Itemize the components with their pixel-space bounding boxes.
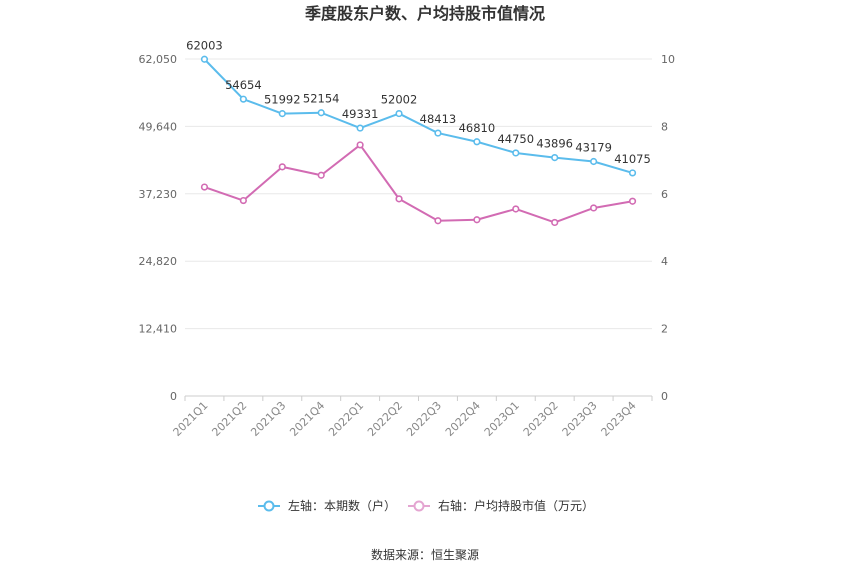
data-label: 54654 [225,78,262,92]
left-tick-label: 62,050 [139,53,178,66]
legend-right-marker [413,500,425,512]
data-label: 62003 [186,38,223,52]
x-tick-label: 2023Q4 [599,399,639,439]
legend: 左轴：本期数（户） 右轴：户均持股市值（万元） [258,498,594,513]
data-label: 41075 [614,152,651,166]
x-tick-label: 2021Q1 [171,399,211,439]
x-tick-label: 2023Q1 [482,399,522,439]
series-2-point [200,183,209,191]
series-1-point [434,129,442,137]
series-1-point [512,149,520,157]
series-2-point [278,163,286,171]
series-1-point [551,153,559,162]
data-label: 43896 [536,137,573,151]
legend-item-left[interactable]: 左轴：本期数（户） [258,498,396,513]
data-label: 51992 [264,93,301,107]
series-2-point [239,196,247,205]
left-tick-label: 49,640 [139,120,178,133]
series-line-1 [203,58,633,174]
x-tick-label: 2022Q3 [404,399,444,439]
left-tick-label: 24,820 [139,255,178,268]
source-text: 数据来源：恒生聚源 [371,547,479,562]
data-label: 43179 [575,140,612,154]
x-tick-label: 2021Q4 [287,399,327,439]
right-tick-label: 8 [661,120,668,133]
series-1-point [200,55,209,63]
right-tick-label: 2 [661,323,668,336]
x-tick-label: 2023Q2 [521,399,561,439]
left-tick-label: 0 [170,390,177,403]
series-2-point [434,217,442,225]
series-2-point [473,216,481,224]
data-label: 48413 [420,112,457,126]
x-tick-label: 2022Q2 [365,399,405,439]
series-1-point [395,109,403,118]
series-line-2 [204,143,633,224]
series-2-point [317,171,325,179]
x-tick-label: 2023Q3 [560,399,600,439]
legend-right-label: 右轴：户均持股市值（万元） [438,498,594,513]
data-label: 49331 [342,107,379,121]
right-tick-label: 6 [661,188,668,201]
legend-item-right[interactable]: 右轴：户均持股市值（万元） [408,498,594,513]
data-label: 52154 [303,92,340,106]
data-label: 44750 [497,132,534,146]
chart-title: 季度股东户数、户均持股市值情况 [304,4,545,23]
series-1-point [356,124,364,132]
right-axis: 0 2 4 6 8 10 [661,53,675,403]
x-tick-label: 2021Q2 [209,399,249,439]
left-tick-label: 37,230 [139,188,178,201]
right-tick-label: 10 [661,53,675,66]
right-tick-label: 4 [661,255,668,268]
x-tick-label: 2021Q3 [248,399,288,439]
grid [185,58,652,330]
series-1-point [628,169,637,177]
series-2-point [590,204,598,212]
series-2-point [551,218,559,227]
x-tick-label: 2022Q1 [326,399,366,439]
series-2-point [628,197,637,205]
right-tick-label: 0 [661,390,668,403]
series-2-point [356,141,364,149]
legend-left-marker [263,500,275,512]
series-1-point [590,157,598,166]
series-2-point [512,205,520,213]
left-axis: 0 12,410 24,820 37,230 49,640 62,050 [139,53,178,403]
x-tick-label: 2022Q4 [443,399,483,439]
data-label: 46810 [459,121,496,135]
x-axis: 2021Q12021Q22021Q32021Q42022Q12022Q22022… [171,395,653,439]
series-1-point [278,110,286,118]
legend-left-label: 左轴：本期数（户） [288,498,396,513]
data-label: 52002 [381,93,418,107]
series-1-point [473,138,481,146]
series-1-point [239,95,247,103]
left-tick-label: 12,410 [139,323,178,336]
series-2-point [395,195,403,203]
series-1-point [317,109,325,117]
series-layer [200,55,637,227]
